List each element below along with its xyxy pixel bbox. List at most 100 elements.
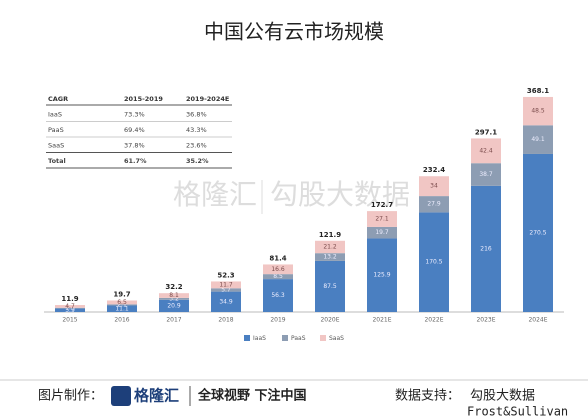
data-label: 49.1 [531,136,545,143]
legend-label: IaaS [253,335,266,342]
legend-swatch [282,335,288,341]
data-label: 21.2 [323,243,337,250]
total-label: 11.9 [61,295,78,303]
data-label: 6.5 [117,299,127,306]
footer-label: 图片制作： [38,389,103,404]
total-label: 172.7 [371,201,393,209]
data-label: 42.4 [479,147,493,154]
data-label: 125.9 [373,272,390,279]
data-label: 11.7 [219,281,233,288]
x-tick-label: 2019 [270,317,285,324]
table-cell: 73.3% [124,111,145,119]
watermark: 格隆汇 [173,178,257,211]
bar-segment [107,300,137,305]
bar-segment [211,281,241,289]
data-label: 19.7 [375,229,389,236]
table-header: CAGR [48,95,68,103]
bar-segment [315,253,345,261]
total-label: 368.1 [527,87,549,95]
bar-segment [263,264,293,275]
x-tick-label: 2017 [166,317,181,324]
data-label: 13.2 [323,254,337,261]
table-cell: SaaS [48,142,64,150]
bar-segment [523,153,553,312]
data-label: 87.5 [323,283,337,290]
data-label: 38.7 [479,171,493,178]
total-label: 121.9 [319,231,341,239]
bar-segment [159,293,189,298]
data-label: 1.3 [65,305,75,312]
data-label: 8.1 [169,292,179,299]
bar-segment [315,260,345,312]
slogan: 全球视野 下注中国 [197,388,307,404]
table-header: 2015-2019 [124,95,163,103]
bar-segment [471,138,501,164]
bar-segment [471,185,501,312]
bar-segment [315,240,345,254]
table-cell: Total [48,157,66,165]
total-label: 32.2 [165,283,182,291]
x-tick-label: 2015 [62,317,77,324]
data-label: 2.1 [117,301,127,308]
bar-segment [55,307,85,309]
data-label: 16.6 [271,266,285,273]
data-label: 56.3 [271,292,285,299]
data-label: 27.1 [375,216,389,223]
table-cell: 69.4% [124,126,145,134]
source: Frost&Sullivan [467,405,568,418]
bar-segment [419,212,449,312]
data-label: 5.9 [65,307,75,314]
data-label: 216 [480,245,492,252]
data-label: 34.9 [219,298,233,305]
chart-title: 中国公有云市场规模 [204,20,384,44]
table-cell: 36.8% [186,111,207,119]
bar-segment [159,299,189,312]
x-tick-label: 2016 [114,317,129,324]
table-cell: 37.8% [124,142,145,150]
data-label: 34 [430,183,438,190]
total-label: 232.4 [423,166,445,174]
bar-segment [107,305,137,312]
data-label: 270.5 [529,229,546,236]
data-label: 3.2 [169,295,179,302]
legend-swatch [320,335,326,341]
legend-label: SaaS [329,335,344,342]
watermark: 勾股大数据 [270,178,410,211]
bar-segment [211,288,241,292]
total-label: 297.1 [475,128,497,136]
source: 勾股大数据 [470,389,535,404]
data-label: 11.1 [115,305,129,312]
bar-segment [107,304,137,306]
table-header: 2019-2024E [186,95,229,103]
bar-segment [367,226,397,239]
brand-icon [111,386,131,406]
x-tick-label: 2023E [476,317,495,324]
legend-label: PaaS [291,335,306,342]
data-label: 8.5 [273,273,283,280]
bar-segment [367,211,397,227]
bar-segment [263,274,293,280]
table-cell: 35.2% [186,157,209,165]
table-cell: 23.6% [186,142,207,150]
brand: 格隆汇 [134,387,179,405]
source-label: 数据支持： [395,389,460,404]
bar-segment [55,308,85,312]
bar-segment [523,96,553,126]
table-cell: PaaS [48,126,64,134]
total-label: 19.7 [113,290,130,298]
x-tick-label: 2018 [218,317,233,324]
data-label: 5.7 [221,286,231,293]
legend-swatch [244,335,250,341]
data-label: 48.5 [531,108,545,115]
bar-segment [419,196,449,213]
bar-segment [471,163,501,186]
data-label: 27.9 [427,201,441,208]
total-label: 81.4 [269,254,286,262]
data-label: 4.7 [65,303,75,310]
data-label: 20.9 [167,302,181,309]
bar-segment [367,238,397,312]
table-cell: 61.7% [124,157,147,165]
x-tick-label: 2020E [320,317,339,324]
table-cell: 43.3% [186,126,207,134]
